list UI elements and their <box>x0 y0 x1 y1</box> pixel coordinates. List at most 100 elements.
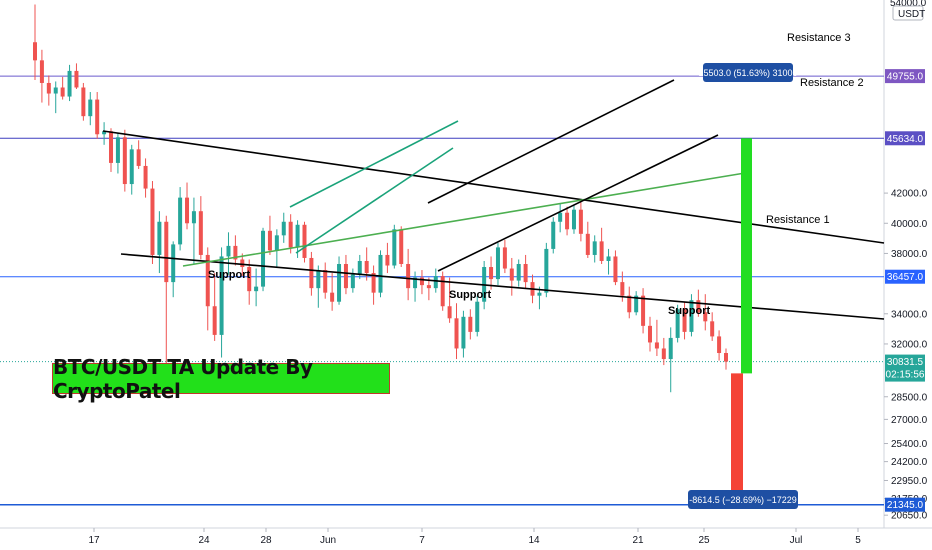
candle-body <box>710 321 715 337</box>
candle-body <box>565 212 570 230</box>
top-tick-label: 54000.0 <box>890 0 927 9</box>
candle-body <box>302 224 307 258</box>
y-tick-label: 20650.0 <box>891 511 928 522</box>
candle-body <box>378 254 383 293</box>
candle-body <box>157 221 162 255</box>
measure-down-bar <box>731 373 743 505</box>
candle-body <box>129 149 134 185</box>
candle-body <box>337 264 342 302</box>
x-tick-label: 21 <box>632 535 644 546</box>
candle-body <box>247 267 252 292</box>
candle-body <box>357 260 362 275</box>
candle-body <box>274 235 279 251</box>
candle-body <box>571 209 576 230</box>
candle-body <box>509 268 514 281</box>
measure-tools: 15503.0 (51.63%) 31006 -8614.5 (−28.69%) … <box>688 63 798 509</box>
candle-body <box>281 221 286 236</box>
candle-body <box>74 70 79 88</box>
candle-body <box>261 230 266 287</box>
level-price-tag-text: 49755.0 <box>887 72 924 83</box>
level-price-tag-text: 36457.0 <box>887 272 924 283</box>
teal-channel-upper <box>289 120 459 208</box>
x-tick-label: Jul <box>790 535 803 546</box>
candle-body <box>703 312 708 322</box>
candle-body <box>544 248 549 293</box>
candle-body <box>475 301 480 332</box>
y-tick-label: 38000.0 <box>891 249 928 260</box>
current-price-tag <box>885 354 925 382</box>
resistance-2-label: Resistance 2 <box>800 77 864 89</box>
candle-body <box>399 229 404 264</box>
level-price-tag <box>885 269 925 284</box>
candle-body <box>426 285 431 289</box>
x-tick-label: 24 <box>198 535 210 546</box>
candle-body <box>240 259 245 268</box>
price-axis[interactable]: 42000.0 40000.0 38000.0 34000.0 32000.0 28500… <box>884 189 928 522</box>
x-tick-label: 17 <box>88 535 100 546</box>
candle-body <box>523 264 528 283</box>
candle-body <box>406 264 411 289</box>
black-channel-upper <box>427 79 675 204</box>
chart-title: BTC/USDT TA Update By CryptoPatel <box>53 354 313 403</box>
measure-up-bar <box>741 138 752 374</box>
candle-body <box>212 306 217 335</box>
candle-body <box>330 292 335 302</box>
teal-channel-lower <box>295 147 454 254</box>
y-tick-label: 27000.0 <box>891 415 928 426</box>
currency-badge <box>892 5 924 21</box>
candle-body <box>620 282 625 296</box>
candlesticks <box>33 4 728 393</box>
x-tick-label: 14 <box>528 535 540 546</box>
candle-body <box>205 254 210 307</box>
y-tick-label: 22950.0 <box>891 476 928 487</box>
candle-body <box>647 325 652 343</box>
y-tick-label: 24200.0 <box>891 457 928 468</box>
candle-body <box>81 87 86 117</box>
candle-body <box>654 342 659 349</box>
candle-body <box>88 99 93 117</box>
candle-body <box>668 337 673 360</box>
time-axis[interactable]: 17 24 28 Jun 7 14 21 25 Jul 5 <box>88 528 861 546</box>
x-tick-label: 28 <box>260 535 272 546</box>
candle-body <box>724 353 728 362</box>
candle-body <box>102 131 107 135</box>
support-label-3: Support <box>668 305 710 317</box>
candle-body <box>433 276 438 289</box>
candle-body <box>413 277 418 289</box>
candle-body <box>288 221 293 248</box>
black-channel-lower <box>437 134 719 272</box>
candle-body <box>661 348 666 360</box>
candle-body <box>696 300 701 313</box>
candle-body <box>447 306 452 319</box>
candle-body <box>454 318 459 349</box>
candle-body <box>385 254 390 266</box>
candle-body <box>178 197 183 245</box>
candle-body <box>309 257 314 289</box>
measure-down-label: -8614.5 (−28.69%) −17229 <box>689 495 797 505</box>
y-tick-label: 32000.0 <box>891 339 928 350</box>
lower-descending-trendline <box>120 253 885 320</box>
candle-body <box>343 264 348 289</box>
candle-body <box>495 247 500 280</box>
candle-body <box>122 137 127 185</box>
candle-body <box>606 256 611 261</box>
measure-up-label: 15503.0 (51.63%) 31006 <box>698 68 797 78</box>
candle-body <box>219 256 224 335</box>
title-banner: BTC/USDT TA Update By CryptoPatel <box>52 355 390 403</box>
candle-body <box>364 260 369 274</box>
candle-body <box>675 309 680 338</box>
candle-body <box>592 241 597 255</box>
candle-body <box>254 286 259 292</box>
resistance-3-label: Resistance 3 <box>787 32 851 44</box>
candle-body <box>150 188 155 255</box>
candle-body <box>39 60 44 83</box>
support-label-1: Support <box>208 269 250 281</box>
candle-body <box>599 241 604 261</box>
candle-body <box>46 82 51 94</box>
candle-body <box>143 165 148 189</box>
candle-body <box>634 295 639 313</box>
x-tick-label: 7 <box>419 535 425 546</box>
upper-descending-trendline <box>102 130 885 244</box>
